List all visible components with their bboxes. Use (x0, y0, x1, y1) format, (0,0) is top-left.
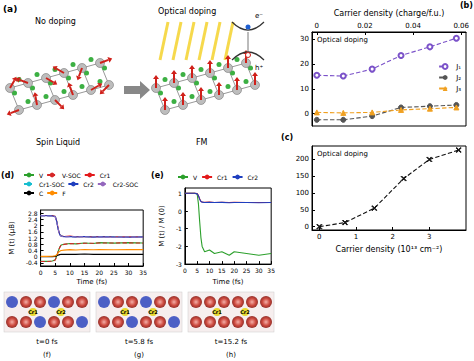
svg-text:3: 3 (427, 233, 431, 241)
svg-text:Cr1: Cr1 (120, 309, 130, 315)
svg-text:50: 50 (300, 206, 309, 214)
svg-text:(d): (d) (1, 171, 14, 180)
svg-text:20: 20 (300, 60, 309, 68)
svg-text:t=15.2 fs: t=15.2 fs (215, 338, 248, 346)
svg-text:(g): (g) (134, 351, 144, 359)
svg-text:V: V (39, 172, 44, 179)
svg-text:(f): (f) (43, 351, 51, 359)
svg-text:0: 0 (34, 253, 38, 260)
svg-text:25: 25 (243, 267, 251, 274)
svg-text:Cr1: Cr1 (217, 174, 228, 181)
svg-text:Cr2-SOC: Cr2-SOC (113, 181, 138, 188)
svg-text:-1: -1 (176, 225, 182, 232)
svg-text:Cr1-SOC: Cr1-SOC (39, 181, 64, 188)
svg-text:M (t) / M (0): M (t) / M (0) (158, 205, 166, 247)
svg-text:J₂: J₂ (455, 74, 461, 82)
svg-text:2: 2 (34, 222, 38, 229)
svg-text:Cr2: Cr2 (240, 309, 250, 315)
svg-text:0: 0 (305, 110, 309, 118)
svg-text:Spin Liquid: Spin Liquid (36, 138, 80, 147)
svg-text:Carrier density (charge/f.u.): Carrier density (charge/f.u.) (334, 9, 445, 18)
svg-text:Cr2: Cr2 (148, 309, 158, 315)
svg-text:0: 0 (183, 267, 187, 274)
svg-text:-3: -3 (176, 261, 182, 268)
svg-text:Time (fs): Time (fs) (75, 278, 107, 286)
svg-text:Optical doping: Optical doping (317, 36, 368, 44)
svg-text:(a): (a) (3, 4, 17, 14)
svg-text:1: 1 (178, 190, 182, 197)
svg-text:-2: -2 (176, 243, 182, 250)
svg-text:25: 25 (110, 269, 118, 276)
svg-text:(e): (e) (151, 171, 164, 180)
svg-text:(b): (b) (460, 1, 473, 10)
svg-text:h⁺: h⁺ (255, 64, 263, 72)
svg-text:Cr2: Cr2 (83, 181, 94, 188)
svg-text:FM: FM (196, 138, 208, 147)
svg-text:Optical doping: Optical doping (158, 7, 216, 16)
svg-text:V-SOC: V-SOC (62, 172, 81, 179)
svg-text:30: 30 (255, 267, 263, 274)
svg-text:t=0 fs: t=0 fs (36, 338, 58, 346)
svg-text:J₃: J₃ (455, 85, 461, 93)
svg-text:10: 10 (66, 269, 74, 276)
svg-text:Cr2: Cr2 (56, 309, 66, 315)
svg-text:Cr1: Cr1 (212, 309, 222, 315)
svg-text:15: 15 (81, 269, 89, 276)
svg-text:150: 150 (296, 172, 309, 180)
svg-text:Cr2: Cr2 (248, 174, 259, 181)
svg-text:35: 35 (267, 267, 275, 274)
svg-text:No doping: No doping (35, 17, 76, 26)
svg-text:1: 1 (354, 233, 358, 241)
svg-text:35: 35 (139, 269, 147, 276)
svg-text:Cr1: Cr1 (100, 172, 111, 179)
svg-text:0.4: 0.4 (28, 247, 38, 254)
svg-text:0: 0 (178, 208, 182, 215)
svg-text:0.06: 0.06 (453, 22, 469, 30)
svg-text:30: 30 (125, 269, 133, 276)
svg-text:J₁: J₁ (455, 63, 461, 71)
svg-text:(c): (c) (281, 133, 293, 142)
svg-text:1.2: 1.2 (28, 235, 38, 242)
svg-text:(h): (h) (226, 351, 236, 359)
svg-text:200: 200 (296, 155, 309, 163)
svg-text:-0.4: -0.4 (26, 259, 38, 266)
svg-text:0: 0 (317, 233, 321, 241)
svg-text:1.6: 1.6 (28, 228, 38, 235)
svg-text:10: 10 (206, 267, 214, 274)
svg-text:2.8: 2.8 (28, 210, 38, 217)
svg-text:Carrier density (10¹³ cm⁻²): Carrier density (10¹³ cm⁻²) (336, 245, 443, 254)
svg-text:0: 0 (305, 223, 309, 231)
svg-text:0: 0 (315, 22, 319, 30)
svg-text:0.04: 0.04 (405, 22, 421, 30)
svg-text:10: 10 (300, 85, 309, 93)
svg-text:e⁻: e⁻ (255, 12, 263, 20)
svg-text:M (t) (μB): M (t) (μB) (8, 221, 16, 255)
svg-text:0.8: 0.8 (28, 241, 38, 248)
svg-text:Time (fs): Time (fs) (212, 278, 244, 286)
svg-text:20: 20 (95, 269, 103, 276)
svg-text:0.02: 0.02 (357, 22, 373, 30)
svg-text:F: F (62, 190, 66, 197)
svg-text:20: 20 (230, 267, 238, 274)
svg-text:t=5.8 fs: t=5.8 fs (125, 338, 153, 346)
svg-text:0: 0 (39, 269, 43, 276)
svg-text:2.4: 2.4 (28, 216, 38, 223)
svg-text:100: 100 (296, 189, 309, 197)
svg-text:Cr1: Cr1 (28, 309, 38, 315)
svg-text:5: 5 (195, 267, 199, 274)
svg-text:V: V (193, 174, 198, 181)
svg-text:15: 15 (218, 267, 226, 274)
svg-text:30: 30 (300, 35, 309, 43)
svg-text:C: C (39, 190, 43, 197)
svg-text:Optical doping: Optical doping (317, 150, 368, 158)
svg-text:5: 5 (53, 269, 57, 276)
svg-text:2: 2 (390, 233, 394, 241)
